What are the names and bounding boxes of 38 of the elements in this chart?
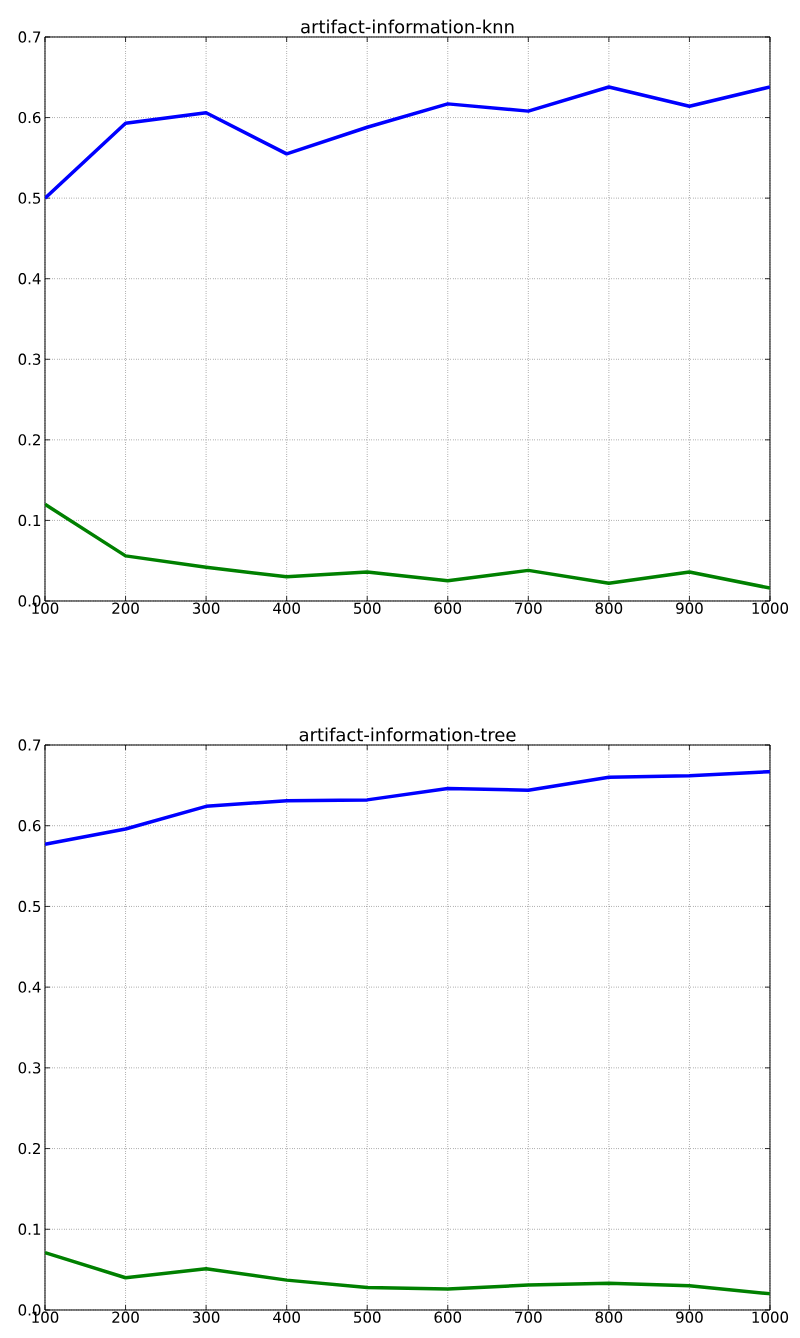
x-tick-label: 500: [354, 602, 381, 614]
x-tick-label: 900: [676, 1311, 703, 1323]
x-tick-label: 1000: [752, 602, 789, 614]
y-tick-label: 0.3: [18, 1062, 41, 1074]
line-series: [45, 85, 770, 200]
x-tick-label: 1000: [752, 1311, 789, 1323]
y-tick-label: 0.2: [18, 1142, 40, 1155]
y-tick-label: 0.6: [18, 111, 41, 124]
y-tick-label: 0.2: [18, 434, 40, 446]
x-tick-label: 800: [595, 1311, 623, 1323]
x-tick-label: 300: [192, 1311, 220, 1323]
x-tick-label: 600: [434, 602, 462, 614]
y-tick-label: 0.4: [18, 273, 41, 285]
chart-title: artifact-information-tree: [299, 727, 516, 742]
y-tick-label: 0.1: [18, 1223, 41, 1235]
line-series: [45, 769, 770, 847]
y-tick-label: 0.7: [18, 31, 41, 43]
x-tick-label: 200: [112, 602, 139, 614]
x-tick-label: 700: [515, 1311, 542, 1323]
x-tick-label: 800: [595, 602, 623, 614]
x-tick-label: 200: [112, 1311, 139, 1323]
x-tick-label: 900: [676, 602, 703, 614]
x-tick-label: 600: [434, 1311, 462, 1323]
x-tick-label: 400: [273, 1311, 300, 1323]
x-tick-label: 700: [515, 602, 542, 614]
y-tick-label: 0.1: [18, 514, 41, 527]
x-tick-label: 300: [192, 602, 220, 614]
line-series: [45, 1250, 770, 1296]
y-tick-label: 0.5: [18, 192, 41, 204]
x-tick-label: 500: [354, 1311, 381, 1323]
y-tick-label: 0.6: [18, 820, 41, 832]
y-tick-label: 0.5: [18, 900, 41, 913]
y-tick-label: 0.4: [18, 981, 41, 993]
x-tick-label: 400: [273, 602, 300, 614]
line-series: [45, 502, 770, 590]
chart-title: artifact-information-knn: [301, 19, 514, 34]
y-tick-label: 0.7: [18, 739, 41, 751]
y-tick-label: 0.3: [18, 353, 41, 365]
